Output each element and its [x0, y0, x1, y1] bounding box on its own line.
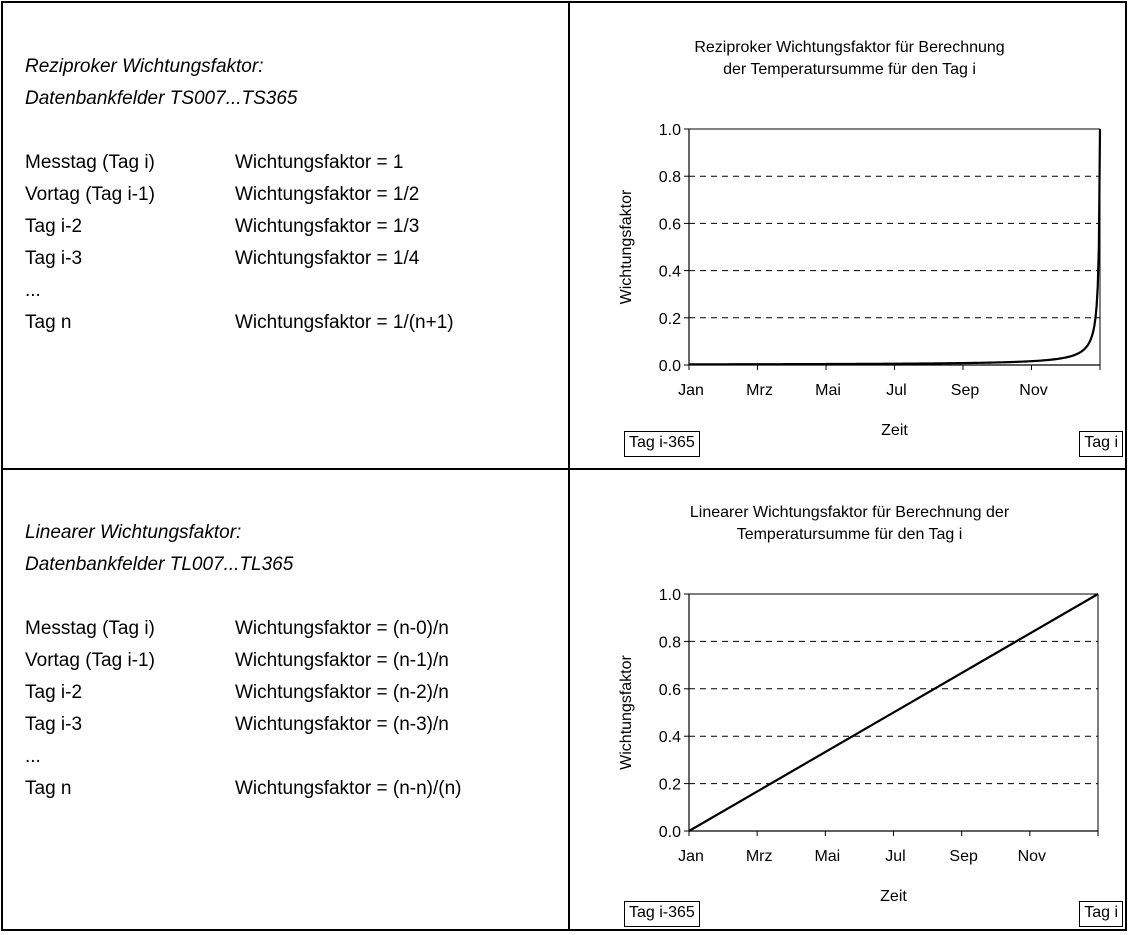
day-label: ...: [25, 280, 41, 301]
linear-chart: Linearer Wichtungsfaktor für Berechnung …: [570, 470, 1129, 933]
reciprocal-description: Reziproker Wichtungsfaktor: Datenbankfel…: [25, 51, 454, 339]
factor-row: Messtag (Tag i) Wichtungsfaktor = 1: [25, 147, 454, 179]
factor-row: Vortag (Tag i-1) Wichtungsfaktor = (n-1)/…: [25, 645, 462, 677]
factor-row: Tag n Wichtungsfaktor = (n-n)/(n): [25, 773, 462, 805]
horizontal-divider: [3, 468, 1125, 470]
y-tick-label: 1.0: [659, 587, 681, 604]
x-tick-label: Sep: [949, 848, 978, 865]
factor-row: ...: [25, 275, 454, 307]
day-label: Tag n: [25, 778, 72, 799]
day-label: Tag n: [25, 312, 72, 333]
factor-row: Messtag (Tag i) Wichtungsfaktor = (n-0)/n: [25, 613, 462, 645]
chart-title-line2: Temperatursumme für den Tag i: [736, 526, 963, 543]
y-tick-label: 0.0: [659, 824, 681, 841]
x-tick-label: Jul: [885, 848, 905, 865]
y-tick-label: 1.0: [659, 122, 681, 139]
day-label: Vortag (Tag i-1): [25, 184, 155, 205]
y-tick-label: 0.0: [659, 358, 681, 375]
end-day-label: Tag i: [1079, 431, 1123, 457]
factor-label: Wichtungsfaktor = 1/3: [235, 216, 420, 237]
factor-row: Tag i-2 Wichtungsfaktor = (n-2)/n: [25, 677, 462, 709]
y-tick-label: 0.8: [659, 634, 681, 651]
factor-label: Wichtungsfaktor = (n-2)/n: [235, 682, 449, 703]
factor-label: Wichtungsfaktor = (n-n)/(n): [235, 778, 462, 799]
vertical-divider: [568, 3, 570, 929]
y-axis-label: Wichtungsfaktor: [618, 189, 635, 304]
factor-row: ...: [25, 741, 462, 773]
x-axis-label: Zeit: [881, 422, 908, 439]
x-tick-label: Mai: [814, 848, 840, 865]
factor-label: Wichtungsfaktor = 1/4: [235, 248, 420, 269]
reciprocal-heading: Reziproker Wichtungsfaktor:: [25, 56, 264, 77]
linear-chart-svg: 0.0 0.2 0.4 0.6 0.8 1.0 Jan Mrz Mai Jul Sep Nov Zeit…: [618, 587, 1099, 905]
y-axis-label: Wichtungsfaktor: [618, 654, 635, 769]
y-tick-label: 0.2: [659, 311, 681, 328]
chart-title-line1: Reziproker Wichtungsfaktor für Berechnun…: [694, 39, 1005, 56]
chart-title-line2: der Temperatursumme für den Tag i: [723, 61, 976, 78]
factor-row: Tag i-2 Wichtungsfaktor = 1/3: [25, 211, 454, 243]
factor-row: Tag n Wichtungsfaktor = 1/(n+1): [25, 307, 454, 339]
start-day-label: Tag i-365: [624, 901, 700, 927]
y-tick-label: 0.6: [659, 682, 681, 699]
day-label: Tag i-3: [25, 714, 83, 735]
x-tick-label: Mrz: [746, 848, 773, 865]
y-tick-label: 0.6: [659, 216, 681, 233]
y-tick-label: 0.2: [659, 777, 681, 794]
y-tick-label: 0.8: [659, 169, 681, 186]
y-tick-label: 0.4: [659, 729, 681, 746]
start-day-label: Tag i-365: [624, 431, 700, 457]
linear-description: Linearer Wichtungsfaktor: Datenbankfelde…: [25, 517, 462, 805]
day-label: Messtag (Tag i): [25, 618, 155, 639]
day-label: Messtag (Tag i): [25, 152, 155, 173]
factor-row: Tag i-3 Wichtungsfaktor = 1/4: [25, 243, 454, 275]
x-tick-label: Nov: [1019, 382, 1047, 399]
day-label: Tag i-2: [25, 682, 83, 703]
linear-heading: Linearer Wichtungsfaktor:: [25, 522, 242, 543]
linear-db-fields: Datenbankfelder TL007...TL365: [25, 554, 294, 575]
x-tick-label: Mai: [815, 382, 841, 399]
y-tick-label: 0.4: [659, 264, 681, 281]
x-tick-label: Sep: [951, 382, 980, 399]
data-line: [688, 128, 1102, 366]
day-label: Tag i-2: [25, 216, 83, 237]
reciprocal-db-fields: Datenbankfelder TS007...TS365: [25, 88, 298, 109]
reciprocal-chart-svg: 0.0 0.2 0.4 0.6 0.8 1.0 Jan Mrz Mai Jul Sep Nov Zeit…: [618, 122, 1102, 439]
x-tick-label: Jul: [886, 382, 906, 399]
x-tick-label: Nov: [1018, 848, 1046, 865]
end-day-label: Tag i: [1079, 901, 1123, 927]
factor-label: Wichtungsfaktor = 1/(n+1): [235, 312, 454, 333]
factor-label: Wichtungsfaktor = 1/2: [235, 184, 420, 205]
day-label: Tag i-3: [25, 248, 83, 269]
day-label: ...: [25, 746, 41, 767]
x-axis-label: Zeit: [880, 888, 907, 905]
factor-label: Wichtungsfaktor = 1: [235, 152, 404, 173]
reciprocal-chart: Reziproker Wichtungsfaktor für Berechnun…: [570, 3, 1129, 466]
factor-row: Tag i-3 Wichtungsfaktor = (n-3)/n: [25, 709, 462, 741]
factor-label: Wichtungsfaktor = (n-0)/n: [235, 618, 449, 639]
x-tick-label: Jan: [678, 382, 704, 399]
data-line: [688, 593, 1099, 832]
day-label: Vortag (Tag i-1): [25, 650, 155, 671]
factor-row: Vortag (Tag i-1) Wichtungsfaktor = 1/2: [25, 179, 454, 211]
factor-label: Wichtungsfaktor = (n-3)/n: [235, 714, 449, 735]
chart-title-line1: Linearer Wichtungsfaktor für Berechnung …: [689, 504, 1010, 521]
x-tick-label: Jan: [678, 848, 704, 865]
x-tick-label: Mrz: [746, 382, 773, 399]
factor-label: Wichtungsfaktor = (n-1)/n: [235, 650, 449, 671]
